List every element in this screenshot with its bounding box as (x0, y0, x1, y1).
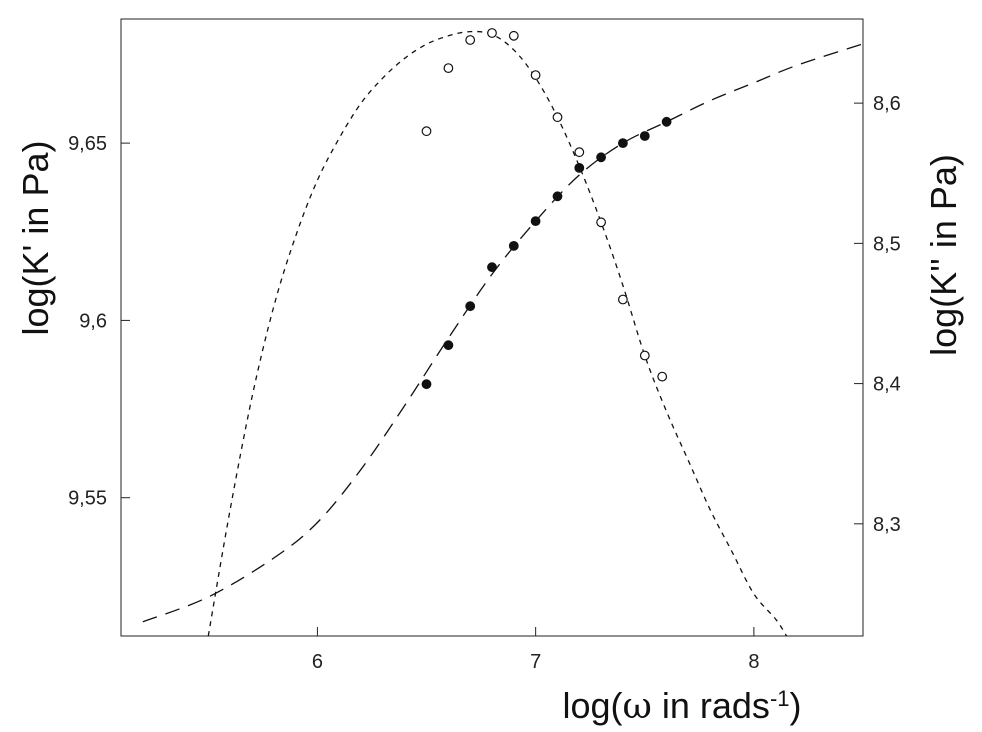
k-prime-data-point (530, 216, 541, 227)
k-double-prime-fit-curve (207, 30, 788, 636)
y-left-tick-label: 9,55 (68, 488, 107, 510)
k-double-prime-data-point (465, 35, 476, 45)
y-right-tick-label: 8,5 (873, 233, 901, 255)
k-prime-data-point (487, 262, 497, 273)
x-axis-title-main: log( (562, 685, 622, 726)
y-left-tick-label: 9,65 (68, 133, 107, 155)
x-axis-title-sup: -1 (770, 686, 790, 711)
k-prime-data-point (574, 162, 585, 173)
k-double-prime-data-point (639, 350, 650, 361)
k-prime-data-point (639, 131, 650, 141)
k-prime-data-point (661, 116, 672, 127)
y-right-tick-label: 8,3 (873, 514, 901, 536)
y-right-tick-label: 8,6 (873, 93, 901, 115)
k-prime-data-point (421, 379, 432, 390)
x-tick-label: 6 (312, 651, 323, 673)
y-axis-right-title: log(K'' in Pa) (923, 154, 964, 356)
x-tick-label: 7 (530, 651, 541, 673)
k-double-prime-data-point (487, 28, 497, 38)
k-prime-data-point (618, 138, 628, 149)
y-left-tick-label: 9,6 (79, 310, 107, 332)
k-double-prime-data-point (421, 126, 432, 137)
k-double-prime-data-point (508, 30, 519, 41)
y-right-tick-label: 8,4 (873, 374, 901, 396)
x-axis-title-end: ) (790, 685, 802, 726)
x-axis-title-symbol: ω (623, 686, 652, 727)
k-double-prime-data-point (657, 371, 668, 382)
k-prime-data-point (596, 152, 606, 163)
k-prime-fit-curve (142, 43, 863, 623)
k-prime-data-point (443, 340, 454, 351)
k-double-prime-data-point (596, 217, 606, 228)
k-double-prime-data-point (618, 294, 628, 305)
k-prime-data-point (552, 191, 563, 202)
k-prime-data-point (465, 301, 476, 312)
k-prime-data-point (508, 240, 519, 251)
plot-frame (120, 18, 864, 637)
x-axis-title-rest: in rads (652, 685, 770, 726)
k-double-prime-data-point (530, 70, 541, 80)
k-double-prime-data-point (443, 63, 454, 73)
k-double-prime-data-point (552, 112, 563, 123)
x-axis-title: log(ω in rads-1) (562, 685, 801, 727)
k-double-prime-data-point (574, 147, 585, 158)
x-tick-label: 8 (748, 651, 759, 673)
y-axis-left-title: log(K' in Pa) (15, 141, 56, 336)
